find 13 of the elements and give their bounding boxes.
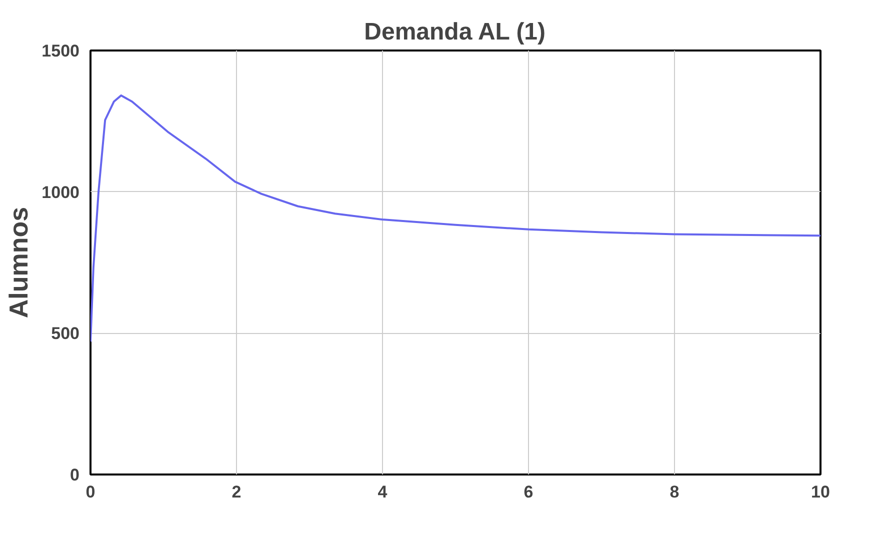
x-tick-label: 10 xyxy=(811,482,830,502)
y-axis-title: Alumnos xyxy=(4,206,34,318)
x-tick-label: 6 xyxy=(524,482,534,502)
x-tick-label: 0 xyxy=(86,482,96,502)
chart-title: Demanda AL (1) xyxy=(364,18,546,46)
y-tick-label: 0 xyxy=(70,466,80,484)
x-tick-label: 2 xyxy=(232,482,242,502)
x-tick-label: 8 xyxy=(670,482,680,502)
line-series xyxy=(90,94,820,343)
x-tick-label: 4 xyxy=(378,482,388,502)
y-tick-label: 500 xyxy=(51,324,80,344)
y-tick-label: 1500 xyxy=(42,42,80,60)
y-tick-label: 1000 xyxy=(42,182,80,202)
